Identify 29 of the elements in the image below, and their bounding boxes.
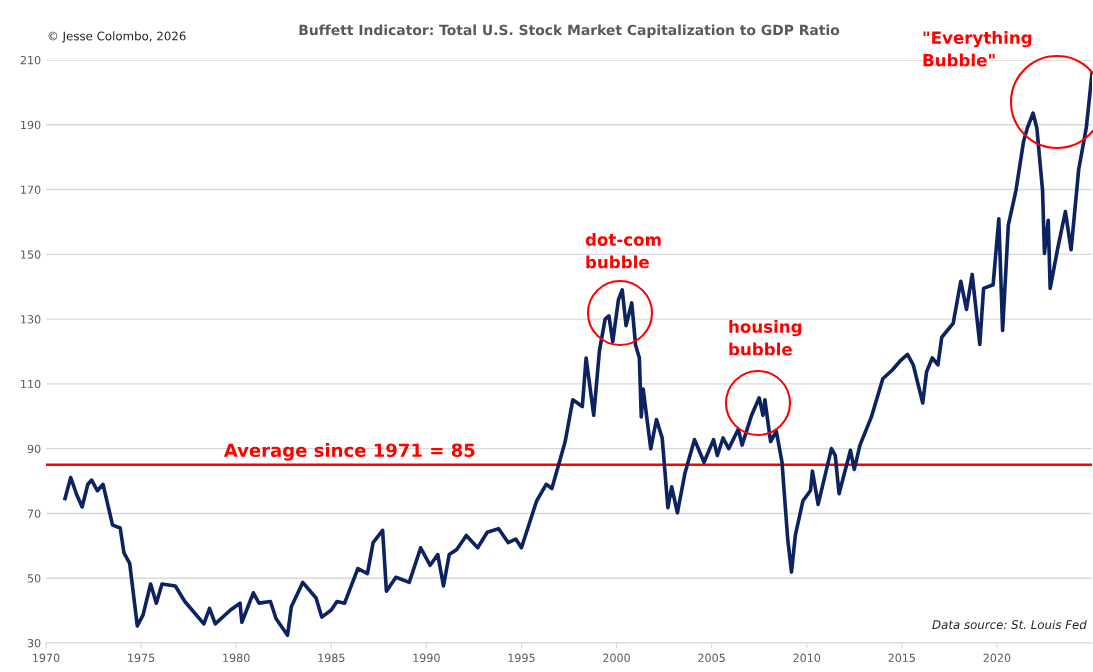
x-tick-label: 2010 (793, 653, 821, 663)
annotation: dot-com bubble (585, 233, 661, 269)
x-tick-label: 2020 (983, 653, 1011, 663)
annotation: "Everything Bubble" (923, 31, 1032, 67)
x-tick-label: 2015 (888, 653, 915, 663)
annotation: Data source: St. Louis Fed (932, 619, 1087, 630)
ref-line-label: Average since 1971 = 85 (223, 443, 475, 461)
y-tick-label: 130 (21, 315, 41, 324)
y-tick-label: 190 (21, 120, 41, 130)
y-tick-label: 30 (27, 638, 41, 648)
text: © Jesse Colombo, 2026 (48, 31, 186, 43)
x-tick-label: 2000 (603, 653, 630, 663)
y-tick-label: 110 (21, 379, 41, 389)
y-tick-label: 150 (21, 250, 41, 259)
y-tick-label: 210 (20, 55, 41, 65)
annotation: housing bubble (729, 320, 802, 356)
x-tick-label: 1975 (128, 653, 155, 663)
chart-title: Buffett Indicator: Total U.S. Stock Market Capitalization to GDP Ratio (299, 24, 840, 38)
x-tick-label: 1980 (223, 653, 250, 663)
y-tick-label: 170 (21, 185, 41, 194)
y-tick-label: 90 (27, 444, 41, 454)
x-tick-label: 1970 (33, 653, 60, 663)
y-tick-label: 50 (27, 574, 41, 583)
y-tick-label: 70 (27, 509, 41, 518)
x-tick-label: 2005 (698, 653, 725, 663)
x-tick-label: 1995 (508, 653, 535, 663)
x-tick-label: 1990 (413, 653, 440, 663)
x-tick-label: 1985 (318, 653, 345, 663)
line-series (63, 71, 1092, 638)
